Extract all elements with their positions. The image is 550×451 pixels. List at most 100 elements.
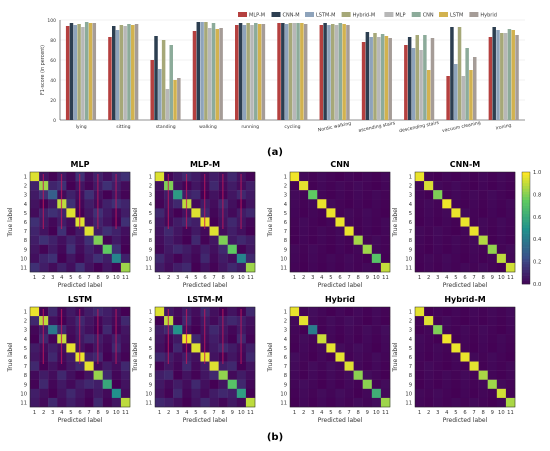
heatmap-cell <box>478 226 488 236</box>
heatmap-cell <box>84 217 94 227</box>
heatmap-cell <box>362 307 373 317</box>
heatmap-cell <box>433 199 443 209</box>
y-tick-label: 9 <box>24 247 27 253</box>
heatmap-cell <box>164 244 174 255</box>
heatmap-cell <box>209 343 219 353</box>
heatmap-cell <box>173 217 183 227</box>
heatmap-cell <box>496 172 507 182</box>
heatmap-cell <box>227 325 238 335</box>
heatmap-cell <box>66 181 76 191</box>
x-tick-label: 8 <box>97 410 100 416</box>
y-tick-label: 3 <box>409 328 412 334</box>
heatmap-cell <box>326 244 336 255</box>
legend-swatch <box>238 12 247 17</box>
heatmap-cell <box>120 334 131 344</box>
heatmap-cell <box>48 379 58 390</box>
bar <box>169 45 173 120</box>
bar <box>207 28 212 120</box>
heatmap-cell <box>290 307 300 317</box>
heatmap-cell <box>173 307 183 317</box>
x-tick-label: 2 <box>427 275 430 281</box>
heatmap-cell <box>308 343 318 353</box>
heatmap-cell <box>155 172 165 182</box>
heatmap-cell <box>380 361 391 371</box>
heatmap-cell <box>155 190 165 200</box>
legend-swatch <box>384 12 394 17</box>
heatmap-cell <box>460 325 470 335</box>
heatmap-cell <box>173 181 183 191</box>
heatmap-cell <box>317 181 327 191</box>
colorbar-segment <box>522 197 530 201</box>
x-tick-label: 11 <box>122 275 129 281</box>
heatmap-cell <box>380 352 391 362</box>
x-tick-label: 5 <box>329 275 332 281</box>
y-tick-label: 7 <box>409 364 412 370</box>
heatmap-cell <box>236 379 247 390</box>
heatmap-cell <box>478 217 488 227</box>
bar <box>154 36 158 120</box>
x-tick-label: 7 <box>472 275 475 281</box>
heatmap-cell <box>84 397 94 408</box>
heatmap-cell <box>353 172 363 182</box>
colorbar-segment <box>522 183 530 187</box>
bar <box>300 23 304 120</box>
heatmap-cell <box>469 307 479 317</box>
heatmap-cell <box>442 253 452 264</box>
heatmap-cell <box>424 199 434 209</box>
heatmap-cell <box>380 199 391 209</box>
heatmap-cell <box>478 199 488 209</box>
bar <box>192 31 197 120</box>
heatmap-cell <box>120 307 131 317</box>
heatmap-cell <box>66 307 76 317</box>
bar <box>419 50 423 120</box>
heatmap-cell <box>317 217 327 227</box>
heatmap-cell <box>173 190 183 200</box>
heatmap-cell <box>335 172 345 182</box>
heatmap-cell <box>344 235 354 245</box>
heatmap-cell <box>442 208 452 218</box>
heatmap-cell <box>93 244 103 255</box>
heatmap-cell <box>48 334 58 344</box>
x-axis-label: Predicted label <box>443 282 488 289</box>
heatmap-cell <box>335 397 345 408</box>
y-tick-label: 7 <box>149 229 152 235</box>
heatmap-cell <box>102 388 113 399</box>
heatmap-cell <box>460 343 470 353</box>
heatmap-cell <box>227 217 238 227</box>
heatmap-title: Hybrid <box>325 295 355 304</box>
heatmap-cell <box>371 316 382 326</box>
heatmap-cell <box>433 343 443 353</box>
y-tick-label: 10 <box>280 256 287 262</box>
heatmap-cell <box>451 334 461 344</box>
heatmap-cell <box>415 379 425 390</box>
x-tick-label: 11 <box>507 275 514 281</box>
y-tick-label: 8 <box>284 373 287 379</box>
x-tick-label: 10 <box>498 410 505 416</box>
x-tick-label: 3 <box>436 410 439 416</box>
y-tick-label: 0 <box>53 118 56 124</box>
heatmap-cell <box>191 226 201 236</box>
heatmap-cell <box>415 199 425 209</box>
y-tick-label: 9 <box>24 382 27 388</box>
heatmap-cell <box>371 235 382 245</box>
heatmap-cell <box>487 370 498 380</box>
heatmap-cell <box>102 208 113 218</box>
heatmap-cell <box>30 388 40 399</box>
bar <box>296 23 300 120</box>
heatmap-cell <box>478 190 488 200</box>
heatmap-cell <box>478 397 488 408</box>
heatmap-cell <box>39 361 49 371</box>
heatmap-cell <box>460 262 470 273</box>
bar <box>165 89 170 120</box>
heatmap-cell <box>478 172 488 182</box>
bar <box>511 30 515 120</box>
y-tick-label: 10 <box>280 391 287 397</box>
legend-label: LSTM-M <box>316 13 335 19</box>
heatmap-cell <box>451 343 461 353</box>
heatmap-cell <box>371 352 382 362</box>
heatmap-cell <box>478 316 488 326</box>
x-tick-label: 9 <box>366 410 369 416</box>
bar <box>284 24 289 120</box>
heatmap-cell <box>451 235 461 245</box>
